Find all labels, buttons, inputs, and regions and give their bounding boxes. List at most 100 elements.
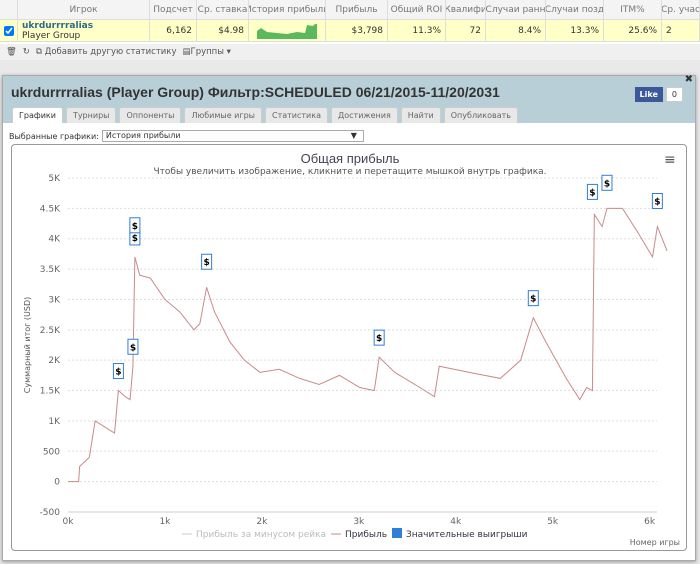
tab-7[interactable]: Опубликовать — [443, 107, 518, 123]
header-select[interactable] — [0, 0, 18, 19]
flag-label: $ — [589, 188, 595, 198]
table-header: Игрок Подсчет Ср. ставка История прибыли… — [0, 0, 700, 20]
tab-3[interactable]: Любимые игры — [184, 107, 262, 123]
tab-1[interactable]: Турниры — [65, 107, 117, 123]
refresh-icon[interactable]: ↻ — [22, 47, 30, 57]
like-count: 0 — [665, 87, 683, 102]
big-win-flag — [112, 363, 124, 380]
legend-big-wins: Значительные выигрыши — [406, 530, 528, 540]
col-late[interactable]: Случаи позд — [546, 0, 604, 19]
y-tick-label: 4.5K — [40, 204, 61, 214]
tab-5[interactable]: Достижения — [330, 107, 398, 123]
profit-line — [68, 207, 668, 483]
flag-label: $ — [376, 334, 382, 344]
y-tick-label: 2K — [48, 356, 61, 366]
flag-label: $ — [604, 179, 610, 189]
col-early[interactable]: Случаи ранн — [486, 0, 546, 19]
legend-flag-swatch — [392, 528, 402, 538]
select-label: Выбранные графики: — [9, 131, 99, 141]
player-cell[interactable]: ukrdurrrralias Player Group — [18, 20, 150, 41]
col-profit[interactable]: Прибыль — [326, 0, 388, 19]
col-count[interactable]: Подсчет — [150, 0, 197, 19]
select-value: История прибыли — [105, 131, 181, 140]
big-win-flag — [586, 183, 598, 200]
cell-avg-stake: $4.98 — [197, 20, 249, 41]
y-tick-label: 3K — [48, 295, 61, 305]
col-avg-stake[interactable]: Ср. ставка — [197, 0, 249, 19]
tab-4[interactable]: Статистика — [264, 107, 328, 123]
like-button[interactable]: Like — [634, 87, 663, 102]
profit-sparkline — [249, 20, 326, 41]
x-tick-label: 0k — [63, 517, 75, 527]
cell-itm: 25.6% — [604, 20, 662, 41]
cell-roi: 11.3% — [388, 20, 446, 41]
legend-rake: Прибыль за минусом рейка — [196, 530, 326, 540]
big-win-flag — [201, 253, 213, 270]
flag-label: $ — [115, 368, 121, 378]
player-panel: ukrdurrrralias (Player Group) Фильтр:SCH… — [2, 74, 696, 561]
col-qual[interactable]: Квалифи — [446, 0, 486, 19]
flag-label: $ — [203, 258, 209, 268]
groups-label: Группы — [190, 47, 224, 57]
cell-profit: $3,798 — [326, 20, 388, 41]
y-tick-label: 1K — [48, 417, 61, 427]
groups-button[interactable]: ▤Группы ▾ — [182, 47, 231, 57]
chart-subtitle: Чтобы увеличить изображение, кликните и … — [153, 167, 546, 177]
table-row[interactable]: ukrdurrrralias Player Group 6,162 $4.98 … — [0, 20, 700, 42]
y-tick-label: 500 — [43, 447, 60, 457]
big-win-flag — [527, 290, 539, 307]
dropdown-arrow-icon: ▼ — [350, 131, 357, 140]
col-history[interactable]: История прибыли — [249, 0, 326, 19]
flag-label: $ — [130, 343, 136, 353]
row-checkbox[interactable] — [0, 20, 18, 41]
flag-label: $ — [132, 234, 138, 244]
y-tick-label: 4K — [48, 235, 61, 245]
add-stat-label: Добавить другую статистику — [44, 47, 177, 57]
panel-header: ukrdurrrralias (Player Group) Фильтр:SCH… — [3, 74, 695, 123]
chart-select-row: Выбранные графики: История прибыли ▼ — [9, 130, 364, 142]
big-win-flag — [373, 329, 385, 346]
tab-6[interactable]: Найти — [400, 107, 441, 123]
x-tick-label: 2k — [256, 517, 268, 527]
facebook-like[interactable]: Like 0 — [634, 87, 683, 102]
cell-count: 6,162 — [150, 20, 197, 41]
flag-label: $ — [530, 295, 536, 305]
tab-2[interactable]: Оппоненты — [119, 107, 182, 123]
cell-qual: 72 — [446, 20, 486, 41]
col-itm[interactable]: ITM% — [604, 0, 662, 19]
y-tick-label: 0 — [54, 478, 60, 488]
cell-avg-part: 2 — [662, 20, 700, 41]
tab-bar: Графики Турниры Оппоненты Любимые игры Стати… — [12, 107, 518, 123]
chart-select[interactable]: История прибыли ▼ — [101, 130, 364, 142]
y-tick-label: 2.5K — [40, 326, 61, 336]
tab-0[interactable]: Графики — [12, 107, 63, 123]
trash-icon[interactable]: 🗑 — [6, 47, 17, 57]
add-stat-button[interactable]: ⧉ Добавить другую статистику — [35, 47, 177, 57]
y-tick-label: -500 — [40, 508, 61, 518]
big-win-flag — [129, 217, 141, 234]
y-tick-label: 5K — [48, 174, 61, 184]
cell-early: 8.4% — [486, 20, 546, 41]
big-win-flag — [601, 174, 613, 191]
stats-table: Игрок Подсчет Ср. ставка История прибыли… — [0, 0, 700, 44]
panel-title: ukrdurrrralias (Player Group) Фильтр:SCH… — [11, 84, 500, 100]
col-player[interactable]: Игрок — [18, 0, 150, 19]
menu-icon[interactable]: ≡ — [664, 152, 676, 168]
y-axis-label: Суммарный итог (USD) — [23, 297, 32, 394]
player-name[interactable]: ukrdurrrralias — [22, 20, 94, 31]
legend-profit: Прибыль — [345, 530, 387, 540]
close-icon[interactable]: ✖ — [684, 74, 693, 85]
col-avg-part[interactable]: Ср. учас — [662, 0, 700, 19]
y-tick-label: 1.5K — [40, 387, 61, 397]
flag-label: $ — [132, 222, 138, 232]
x-tick-label: 1k — [159, 517, 171, 527]
x-axis-label: Номер игры — [630, 538, 680, 547]
flag-label: $ — [654, 198, 660, 208]
chart-title: Общая прибыль — [301, 151, 400, 166]
player-group: Player Group — [22, 30, 81, 41]
x-tick-label: 4k — [450, 517, 462, 527]
table-toolbar: 🗑 ↻ ⧉ Добавить другую статистику ▤Группы… — [0, 44, 700, 60]
profit-chart[interactable]: Общая прибыль Чтобы увеличить изображение… — [11, 144, 687, 551]
col-roi[interactable]: Общий ROI — [388, 0, 446, 19]
